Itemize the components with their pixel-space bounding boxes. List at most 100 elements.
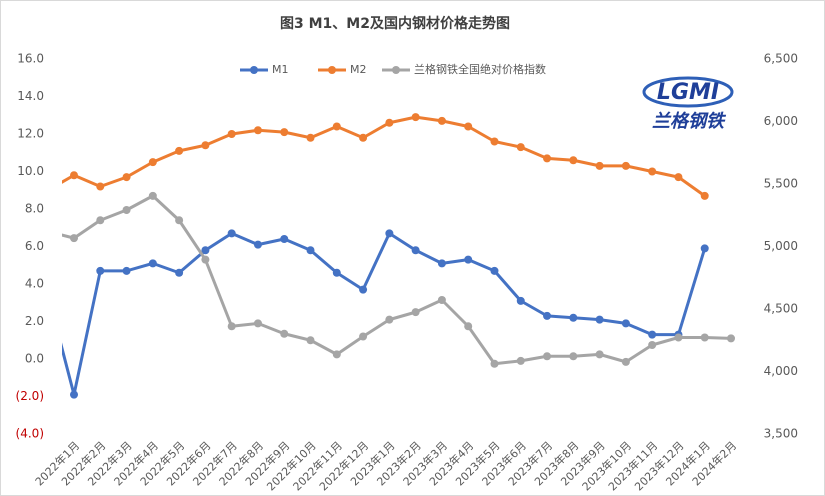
point: [385, 118, 394, 127]
point: [385, 229, 394, 238]
point: [148, 191, 157, 200]
point: [280, 235, 289, 243]
point: [70, 171, 78, 180]
point: [595, 315, 604, 324]
point: [569, 313, 578, 322]
y2-tick-label: 6,500: [764, 52, 798, 66]
point: [227, 322, 236, 331]
point: [332, 350, 341, 359]
point: [148, 259, 157, 268]
point: [175, 268, 184, 277]
point: [490, 266, 499, 275]
point: [490, 359, 499, 368]
legend-marker: [250, 66, 258, 74]
y-tick-label: 0.0: [25, 352, 44, 366]
y-tick-label: 2.0: [25, 314, 44, 328]
y2-tick-label: 4,000: [764, 364, 798, 378]
legend-marker: [328, 66, 336, 74]
y2-tick-label: 6,000: [764, 114, 798, 128]
point: [674, 333, 683, 342]
point: [464, 255, 473, 264]
point: [201, 255, 210, 264]
point: [253, 126, 262, 135]
point: [70, 234, 78, 243]
logo: LGMI 兰格钢铁: [642, 76, 734, 132]
point: [437, 296, 446, 304]
chart-title: 图3 M1、M2及国内钢材价格走势图: [280, 15, 510, 32]
y2-tick-label: 4,500: [764, 302, 798, 316]
point: [280, 128, 289, 137]
legend-label: M1: [272, 63, 289, 76]
point: [569, 352, 578, 361]
point: [490, 137, 499, 146]
point: [385, 315, 394, 324]
point: [621, 161, 630, 170]
point: [201, 246, 210, 255]
point: [306, 246, 315, 255]
point: [727, 334, 735, 343]
point: [306, 336, 315, 345]
y-tick-label: (4.0): [16, 427, 44, 441]
point: [96, 182, 105, 191]
point: [464, 322, 473, 331]
point: [148, 158, 157, 167]
point: [543, 311, 552, 320]
point: [700, 244, 709, 253]
series-line: [62, 231, 707, 397]
point: [464, 122, 473, 131]
y-tick-label: 8.0: [25, 202, 44, 216]
point: [332, 122, 341, 131]
point: [674, 173, 683, 182]
point: [621, 357, 630, 366]
point: [411, 246, 420, 255]
y2-tick-label: 3,500: [764, 427, 798, 441]
y-tick-label: 6.0: [25, 239, 44, 253]
series-line: [62, 115, 706, 198]
point: [122, 173, 131, 182]
y-tick-label: 4.0: [25, 277, 44, 291]
point: [543, 154, 552, 163]
logo-subtext: 兰格钢铁: [652, 111, 727, 132]
y-tick-label: 10.0: [17, 164, 44, 178]
point: [516, 296, 525, 305]
point: [543, 352, 552, 361]
point: [359, 285, 368, 294]
logo-text: LGMI: [657, 80, 719, 105]
point: [437, 116, 446, 125]
point: [70, 390, 78, 399]
point: [621, 319, 630, 328]
point: [253, 240, 262, 249]
y-tick-label: (2.0): [16, 389, 44, 403]
point: [569, 156, 578, 165]
y2-tick-label: 5,000: [764, 239, 798, 253]
legend-label: M2: [350, 63, 367, 76]
point: [411, 113, 420, 122]
y-tick-label: 12.0: [17, 127, 44, 141]
point: [595, 161, 604, 170]
legend-marker: [392, 66, 400, 74]
point: [516, 143, 525, 152]
point: [175, 146, 184, 155]
point: [122, 206, 131, 214]
point: [253, 319, 262, 328]
point: [359, 133, 368, 142]
point: [227, 229, 236, 238]
point: [359, 332, 368, 341]
point: [306, 133, 315, 142]
point: [437, 259, 446, 268]
logo-ring: [642, 76, 734, 108]
point: [332, 268, 341, 277]
point: [201, 141, 210, 150]
point: [96, 266, 105, 275]
point: [516, 356, 525, 365]
y2-tick-label: 5,500: [764, 177, 798, 191]
point: [595, 350, 604, 359]
point: [648, 330, 657, 339]
plot: [62, 113, 735, 399]
point: [700, 333, 709, 342]
point: [648, 167, 657, 176]
legend-label: 兰格钢铁全国绝对价格指数: [414, 62, 546, 76]
point: [175, 216, 184, 225]
point: [280, 329, 289, 338]
y-tick-label: 16.0: [17, 52, 44, 66]
